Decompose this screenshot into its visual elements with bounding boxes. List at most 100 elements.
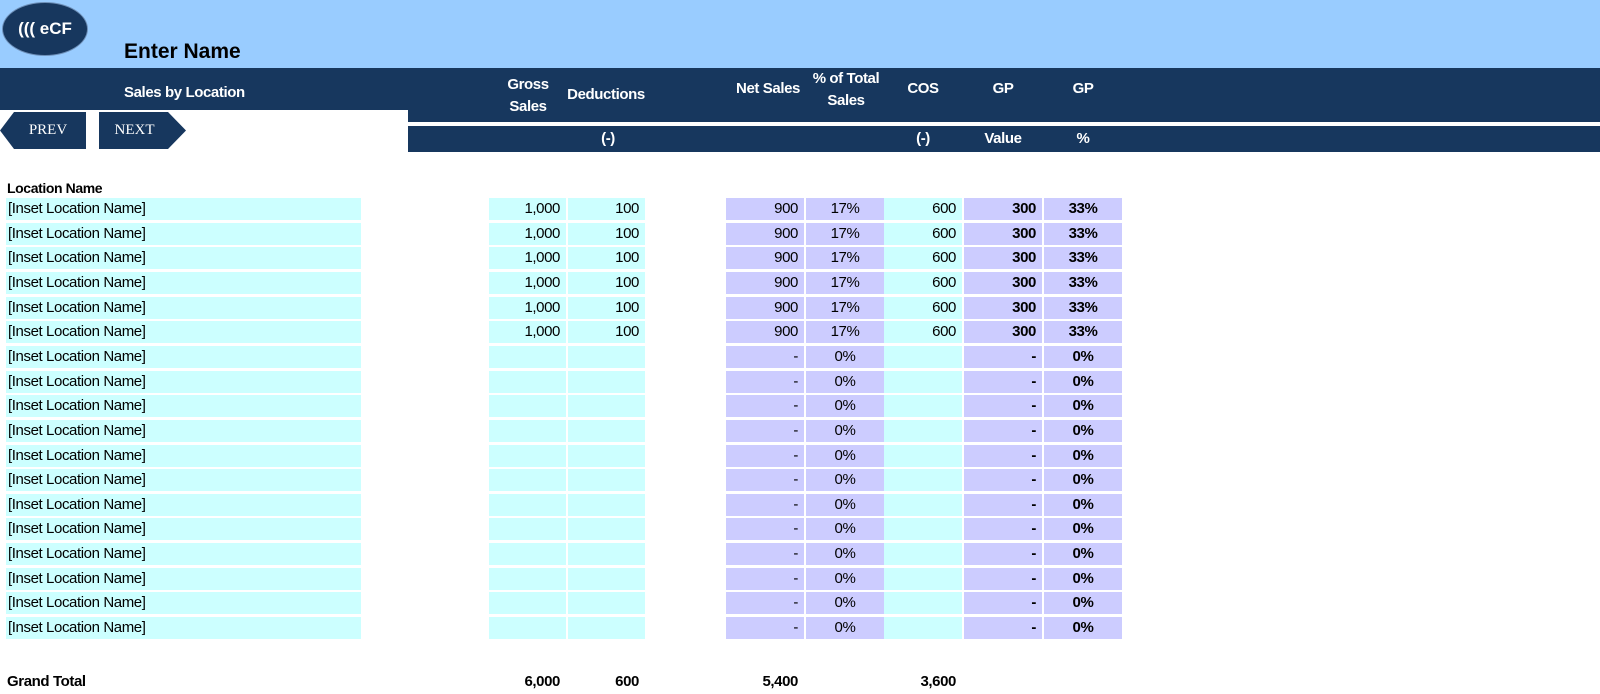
net-sales-cell: - [726,346,804,368]
deductions-cell[interactable] [568,445,645,467]
col-deductions: Deductions [567,86,645,103]
next-button[interactable]: NEXT [99,112,186,149]
gross-sales-cell[interactable] [489,592,566,614]
gp-value-cell: - [964,420,1042,442]
subheader-bar: (-) (-) Value % [408,126,1600,152]
gross-sales-cell[interactable] [489,543,566,565]
page-title[interactable]: Enter Name [124,40,241,63]
gross-sales-cell[interactable]: 1,000 [489,247,566,269]
location-name-cell[interactable]: [Inset Location Name] [6,321,361,343]
deductions-cell[interactable] [568,592,645,614]
gp-pct-cell: 0% [1044,592,1122,614]
gp-value-cell: 300 [964,297,1042,319]
deductions-cell[interactable] [568,469,645,491]
net-sales-cell: - [726,518,804,540]
deductions-cell[interactable] [568,346,645,368]
location-name-cell[interactable]: [Inset Location Name] [6,198,361,220]
total-deductions: 600 [615,673,639,690]
gross-sales-cell[interactable] [489,395,566,417]
gp-pct-cell: 0% [1044,420,1122,442]
net-sales-cell: - [726,568,804,590]
deductions-cell[interactable]: 100 [568,297,645,319]
deductions-cell[interactable] [568,420,645,442]
deductions-cell[interactable] [568,518,645,540]
location-name-cell[interactable]: [Inset Location Name] [6,371,361,393]
gp-value-cell: 300 [964,272,1042,294]
deductions-cell[interactable]: 100 [568,272,645,294]
location-name-cell[interactable]: [Inset Location Name] [6,568,361,590]
net-sales-cell: - [726,445,804,467]
deductions-cell[interactable]: 100 [568,247,645,269]
deductions-cell[interactable] [568,494,645,516]
pct-total-sales-cell: 17% [806,223,884,245]
gross-sales-cell[interactable]: 1,000 [489,297,566,319]
gross-sales-cell[interactable]: 1,000 [489,272,566,294]
grand-total-label: Grand Total [7,673,86,690]
cos-cell[interactable]: 600 [884,247,962,269]
location-name-cell[interactable]: [Inset Location Name] [6,543,361,565]
gross-sales-cell[interactable] [489,346,566,368]
pct-total-sales-cell: 17% [806,321,884,343]
cos-cell[interactable] [884,420,962,442]
location-name-cell[interactable]: [Inset Location Name] [6,420,361,442]
location-name-cell[interactable]: [Inset Location Name] [6,469,361,491]
gp-value-cell: - [964,445,1042,467]
cos-cell[interactable]: 600 [884,198,962,220]
table-row: [Inset Location Name] -0% -0% [0,469,1600,491]
cos-cell[interactable] [884,592,962,614]
gross-sales-cell[interactable] [489,617,566,639]
location-name-cell[interactable]: [Inset Location Name] [6,346,361,368]
gross-sales-cell[interactable] [489,371,566,393]
location-name-cell[interactable]: [Inset Location Name] [6,617,361,639]
location-name-cell[interactable]: [Inset Location Name] [6,247,361,269]
cos-cell[interactable] [884,518,962,540]
location-name-cell[interactable]: [Inset Location Name] [6,395,361,417]
gross-sales-cell[interactable] [489,420,566,442]
location-name-cell[interactable]: [Inset Location Name] [6,272,361,294]
cos-cell[interactable] [884,445,962,467]
location-name-cell[interactable]: [Inset Location Name] [6,445,361,467]
deductions-cell[interactable] [568,543,645,565]
cos-cell[interactable] [884,395,962,417]
gross-sales-cell[interactable]: 1,000 [489,321,566,343]
location-name-cell[interactable]: [Inset Location Name] [6,592,361,614]
cos-cell[interactable] [884,371,962,393]
cos-cell[interactable]: 600 [884,297,962,319]
ecf-logo: ((( eCF [2,2,88,56]
location-name-cell[interactable]: [Inset Location Name] [6,494,361,516]
gp-pct-cell: 33% [1044,321,1122,343]
cos-cell[interactable] [884,568,962,590]
location-name-cell[interactable]: [Inset Location Name] [6,223,361,245]
deductions-cell[interactable]: 100 [568,223,645,245]
cos-cell[interactable] [884,543,962,565]
cos-cell[interactable]: 600 [884,272,962,294]
gross-sales-cell[interactable] [489,494,566,516]
table-row: [Inset Location Name] 1,000 100 900 17% 600 30… [0,272,1600,294]
gross-sales-cell[interactable]: 1,000 [489,198,566,220]
location-name-cell[interactable]: [Inset Location Name] [6,518,361,540]
deductions-cell[interactable] [568,617,645,639]
gp-pct-cell: 33% [1044,272,1122,294]
gross-sales-cell[interactable] [489,568,566,590]
cos-cell[interactable] [884,494,962,516]
gp-value-cell: - [964,469,1042,491]
deductions-cell[interactable] [568,395,645,417]
cos-cell[interactable]: 600 [884,321,962,343]
prev-button[interactable]: PREV [0,112,86,149]
table-row: [Inset Location Name] -0% -0% [0,568,1600,590]
deductions-cell[interactable] [568,371,645,393]
gross-sales-cell[interactable]: 1,000 [489,223,566,245]
gross-sales-cell[interactable] [489,469,566,491]
gross-sales-cell[interactable] [489,518,566,540]
deductions-cell[interactable]: 100 [568,321,645,343]
section-label: Sales by Location [124,84,245,101]
deductions-cell[interactable]: 100 [568,198,645,220]
location-name-cell[interactable]: [Inset Location Name] [6,297,361,319]
gross-sales-cell[interactable] [489,445,566,467]
gp-pct-cell: 33% [1044,247,1122,269]
cos-cell[interactable] [884,469,962,491]
cos-cell[interactable] [884,346,962,368]
cos-cell[interactable] [884,617,962,639]
deductions-cell[interactable] [568,568,645,590]
cos-cell[interactable]: 600 [884,223,962,245]
